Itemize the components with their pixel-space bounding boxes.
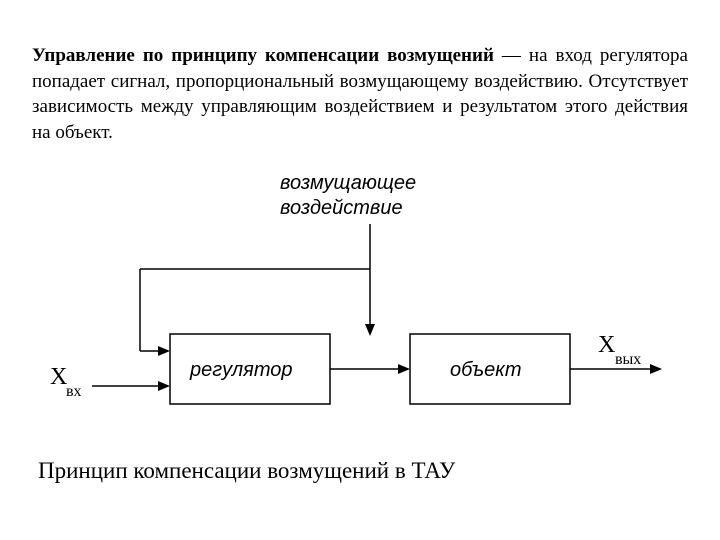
intro-paragraph: Управление по принципу компенсации возму… [32, 43, 688, 146]
xout-symbol: X [598, 332, 615, 358]
object-label: объект [450, 359, 522, 381]
figure-caption: Принцип компенсации возмущений в ТАУ [32, 458, 688, 484]
xout-sub: вых [615, 351, 641, 368]
control-diagram: возмущающее воздействие X вх регулятор о… [50, 164, 670, 444]
xin-sub: вх [66, 383, 82, 400]
bold-lead: Управление по принципу компенсации возму… [32, 45, 494, 66]
disturbance-label-1: возмущающее [280, 172, 416, 194]
diagram-container: возмущающее воздействие X вх регулятор о… [32, 164, 688, 444]
disturbance-label-2: воздействие [280, 197, 403, 219]
regulator-label: регулятор [189, 359, 293, 381]
xin-symbol: X [50, 364, 67, 390]
